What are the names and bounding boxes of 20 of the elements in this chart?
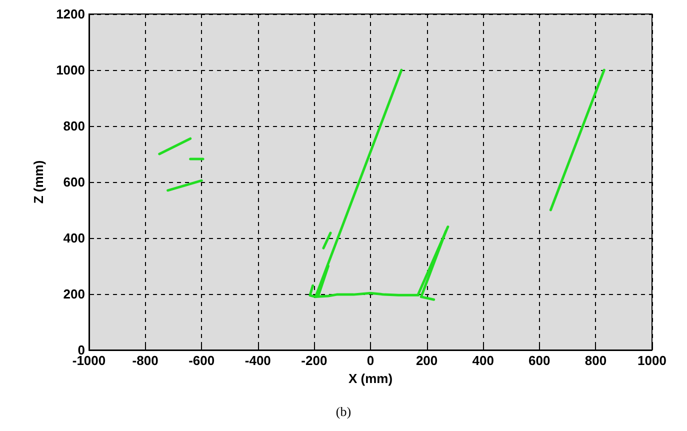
y-tick-label: 1000 <box>56 62 85 78</box>
y-tick-label: 0 <box>78 342 85 358</box>
x-tick-label: -200 <box>301 353 328 368</box>
y-tick-label: 400 <box>63 230 85 246</box>
x-tick-label: 1000 <box>638 353 666 368</box>
y-tick-label: 800 <box>63 118 85 134</box>
x-tick-label: 400 <box>472 353 494 368</box>
y-tick-label: 600 <box>63 174 85 190</box>
x-tick-label: -400 <box>244 353 271 368</box>
text: (b) <box>336 404 352 419</box>
x-tick-label: 600 <box>528 353 550 368</box>
x-tick-label: 0 <box>366 353 374 368</box>
x-tick-label: -800 <box>132 353 158 368</box>
x-tick-label: 200 <box>416 353 438 368</box>
x-axis-title: X (mm) <box>348 371 393 386</box>
y-tick-label: 200 <box>63 286 85 302</box>
y-axis-title: Z (mm) <box>31 160 46 204</box>
x-tick-label: 800 <box>584 353 607 368</box>
x-tick-label: -600 <box>188 353 215 368</box>
y-tick-label: 1200 <box>56 6 85 22</box>
